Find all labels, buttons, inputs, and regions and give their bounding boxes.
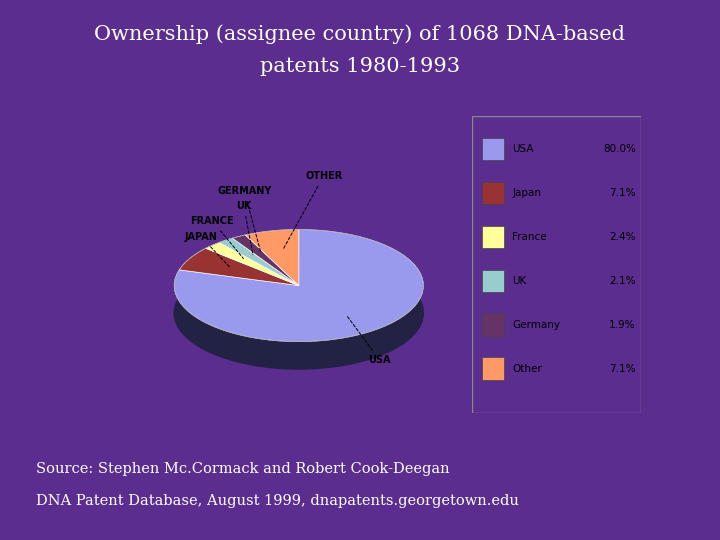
PathPatch shape	[174, 230, 423, 369]
Text: 80.0%: 80.0%	[603, 144, 636, 154]
PathPatch shape	[246, 230, 299, 286]
Text: Germany: Germany	[512, 320, 560, 329]
Text: FRANCE: FRANCE	[190, 216, 243, 259]
Text: France: France	[512, 232, 546, 242]
Text: JAPAN: JAPAN	[185, 232, 229, 267]
Text: Other: Other	[512, 363, 542, 374]
PathPatch shape	[206, 242, 299, 286]
Text: UK: UK	[512, 275, 526, 286]
Text: DNA Patent Database, August 1999, dnapatents.georgetown.edu: DNA Patent Database, August 1999, dnapat…	[36, 494, 519, 508]
Text: Ownership (assignee country) of 1068 DNA-based: Ownership (assignee country) of 1068 DNA…	[94, 24, 626, 44]
Text: 1.9%: 1.9%	[609, 320, 636, 329]
PathPatch shape	[206, 242, 219, 276]
Text: 2.4%: 2.4%	[609, 232, 636, 242]
Text: Japan: Japan	[512, 188, 541, 198]
Text: 7.1%: 7.1%	[609, 363, 636, 374]
Ellipse shape	[174, 257, 423, 369]
PathPatch shape	[233, 235, 246, 266]
Bar	[482, 313, 504, 336]
PathPatch shape	[233, 235, 299, 286]
Text: 7.1%: 7.1%	[609, 188, 636, 198]
Text: patents 1980-1993: patents 1980-1993	[260, 57, 460, 76]
Bar	[482, 226, 504, 248]
Text: 2.1%: 2.1%	[609, 275, 636, 286]
PathPatch shape	[219, 238, 299, 286]
PathPatch shape	[174, 230, 423, 342]
Bar	[482, 269, 504, 292]
PathPatch shape	[246, 230, 299, 262]
Text: USA: USA	[347, 315, 391, 366]
PathPatch shape	[179, 248, 299, 286]
Text: UK: UK	[236, 201, 253, 255]
Text: USA: USA	[512, 144, 534, 154]
Bar	[482, 357, 504, 380]
Text: Source: Stephen Mc.Cormack and Robert Cook-Deegan: Source: Stephen Mc.Cormack and Robert Co…	[36, 462, 449, 476]
Bar	[482, 181, 504, 204]
PathPatch shape	[219, 238, 233, 270]
PathPatch shape	[179, 248, 206, 298]
Bar	[482, 138, 504, 160]
Text: OTHER: OTHER	[283, 171, 342, 249]
Text: GERMANY: GERMANY	[217, 186, 271, 252]
